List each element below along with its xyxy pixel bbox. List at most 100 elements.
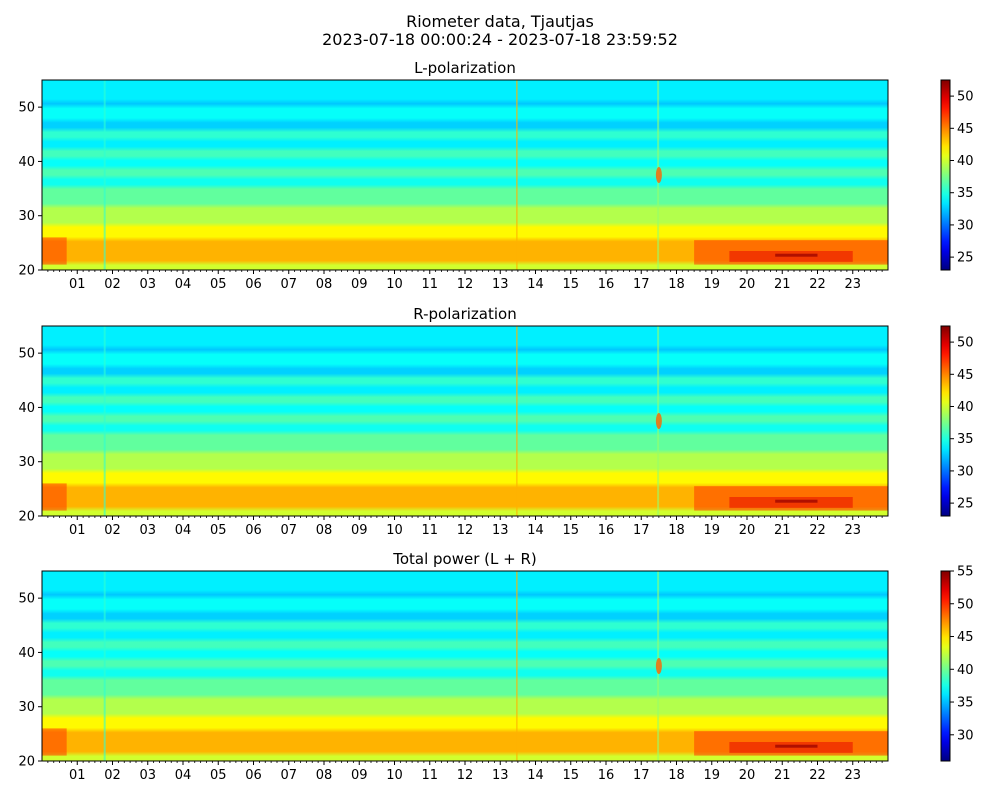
y-tick-label: 50 [18,592,35,607]
x-tick-label: 10 [386,523,403,538]
colorbar-tick-label: 40 [957,663,974,678]
x-tick-label: 02 [104,277,121,292]
x-tick-label: 04 [175,768,192,783]
heatmap-image [516,80,518,270]
colorbar-tick-label: 50 [957,336,974,351]
x-tick-label: 19 [703,523,720,538]
y-tick-label: 40 [18,401,35,416]
x-tick-label: 20 [739,523,756,538]
x-tick-label: 09 [351,768,368,783]
x-tick-label: 12 [457,277,474,292]
x-tick-label: 17 [633,277,650,292]
heatmap-image [103,326,106,516]
colorbar-tick-label: 40 [957,154,974,169]
colorbar-tick-label: 55 [957,565,974,580]
x-tick-label: 03 [139,523,156,538]
colorbar [940,79,951,271]
heatmap-image [775,253,818,257]
x-tick-label: 11 [421,277,438,292]
heatmap-image [775,499,818,503]
y-tick-label: 40 [18,646,35,661]
subplot-3: Total power (L + R) 20 30 40 50 01 02 03 04 05 06 0… [18,550,973,783]
x-tick-label: 13 [492,768,509,783]
y-tick-label: 30 [18,700,35,715]
heatmap-image [516,326,518,516]
heatmap-image [103,80,106,270]
x-tick-label: 09 [351,523,368,538]
subplot-title: L-polarization [414,59,516,77]
x-tick-label: 22 [809,523,826,538]
x-tick-label: 23 [844,768,861,783]
x-tick-label: 05 [210,523,227,538]
x-tick-label: 16 [598,277,615,292]
y-tick-label: 40 [18,155,35,170]
figure-title-line2: 2023-07-18 00:00:24 - 2023-07-18 23:59:5… [322,30,678,49]
x-tick-label: 23 [844,523,861,538]
x-tick-label: 01 [69,277,86,292]
colorbar-tick-label: 30 [957,728,974,743]
x-tick-label: 07 [280,277,297,292]
x-tick-label: 01 [69,523,86,538]
heatmap-image [655,167,662,183]
x-tick-label: 07 [280,523,297,538]
x-tick-label: 05 [210,277,227,292]
subplot-1: L-polarization 20 30 40 50 01 02 03 04 05 06 07 08 09… [18,59,973,292]
x-tick-label: 15 [562,523,579,538]
subplot-2: R-polarization 20 30 40 50 01 02 03 04 05 06 07 08 09… [18,305,973,538]
x-tick-label: 13 [492,277,509,292]
x-tick-label: 14 [527,523,544,538]
y-tick-label: 20 [18,755,35,770]
subplot-title: Total power (L + R) [392,550,537,568]
x-tick-label: 09 [351,277,368,292]
x-tick-label: 15 [562,768,579,783]
x-tick-label: 02 [104,523,121,538]
x-tick-label: 08 [316,277,333,292]
x-tick-label: 16 [598,768,615,783]
figure-title-line1: Riometer data, Tjautjas [406,12,594,31]
y-tick-label: 30 [18,209,35,224]
x-tick-label: 15 [562,277,579,292]
y-tick-label: 20 [18,264,35,279]
heatmap-image [655,658,662,674]
x-tick-label: 04 [175,523,192,538]
x-tick-label: 06 [245,523,262,538]
x-tick-label: 14 [527,277,544,292]
x-tick-label: 23 [844,277,861,292]
colorbar [940,570,951,762]
heatmap-image [42,80,888,270]
x-tick-label: 03 [139,277,156,292]
x-tick-label: 01 [69,768,86,783]
heatmap-image [42,483,67,511]
colorbar-tick-label: 50 [957,90,974,105]
x-tick-label: 06 [245,277,262,292]
heatmap-image [655,413,662,429]
colorbar-tick-label: 45 [957,630,974,645]
colorbar-tick-label: 30 [957,464,974,479]
x-tick-label: 07 [280,768,297,783]
y-tick-label: 20 [18,510,35,525]
colorbar-tick-label: 35 [957,432,974,447]
colorbar-tick-label: 50 [957,597,974,612]
colorbar-tick-label: 40 [957,400,974,415]
x-tick-label: 05 [210,768,227,783]
x-tick-label: 18 [668,523,685,538]
x-tick-label: 18 [668,277,685,292]
heatmap-image [516,571,518,761]
x-tick-label: 06 [245,768,262,783]
colorbar [940,325,951,517]
colorbar-tick-label: 35 [957,186,974,201]
x-tick-label: 16 [598,523,615,538]
x-tick-label: 12 [457,768,474,783]
colorbar-tick-label: 25 [957,251,974,266]
x-tick-label: 11 [421,523,438,538]
y-tick-label: 50 [18,101,35,116]
x-tick-label: 21 [774,277,791,292]
heatmap-image [42,728,67,756]
x-tick-label: 08 [316,768,333,783]
heatmap-image [103,571,106,761]
colorbar-tick-label: 45 [957,122,974,137]
colorbar-tick-label: 25 [957,497,974,512]
heatmap-image [42,571,888,761]
x-tick-label: 14 [527,768,544,783]
